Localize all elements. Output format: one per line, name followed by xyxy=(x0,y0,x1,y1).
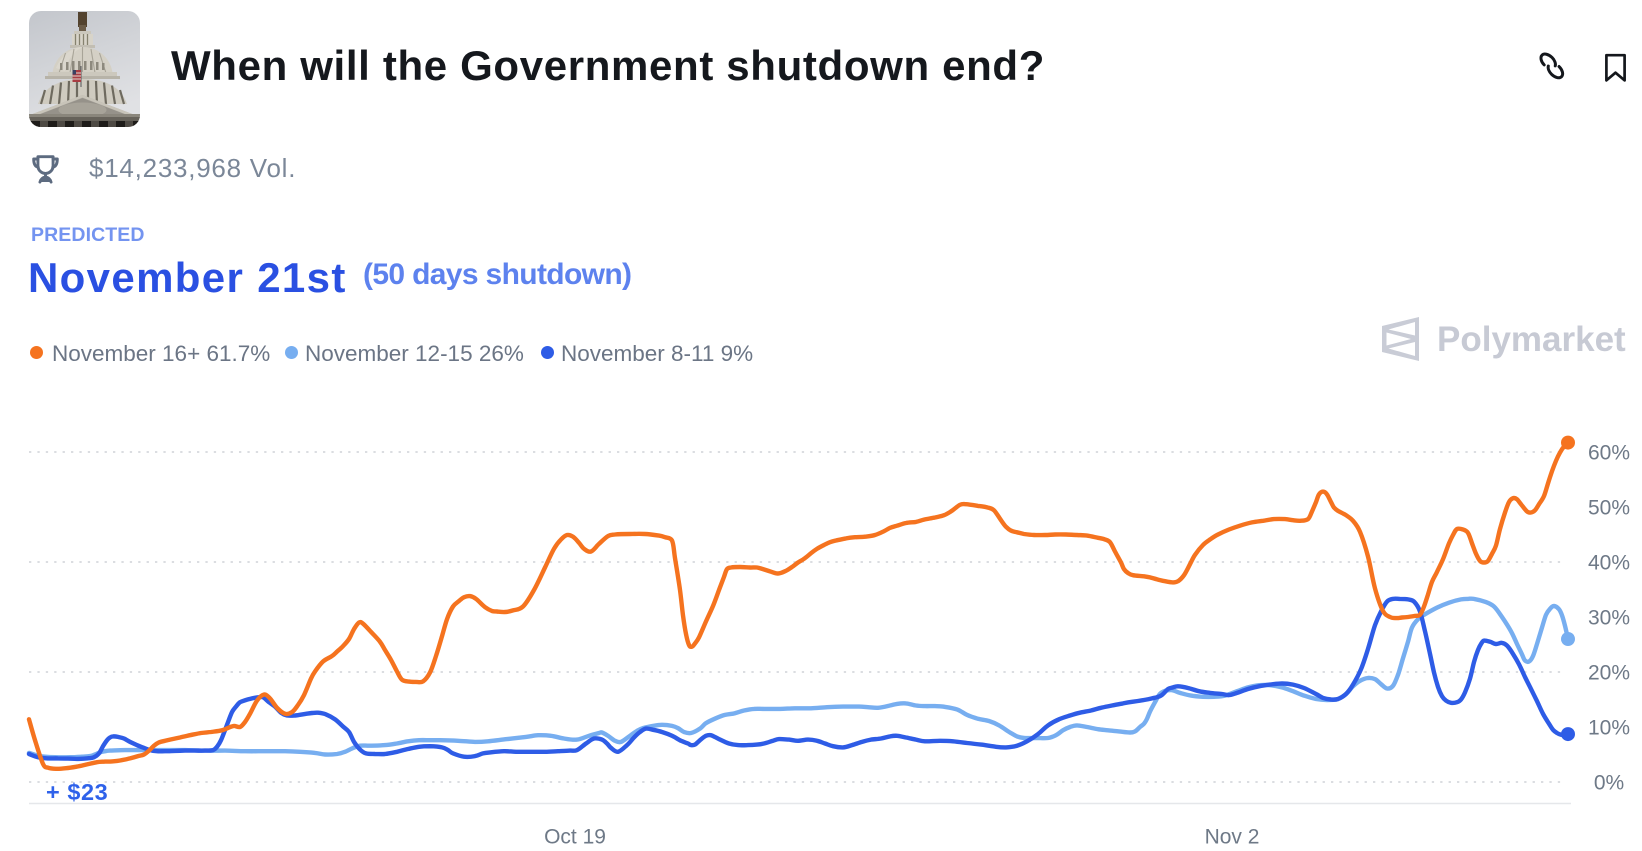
svg-text:Nov 2: Nov 2 xyxy=(1205,826,1260,849)
svg-text:40%: 40% xyxy=(1588,551,1630,574)
svg-text:10%: 10% xyxy=(1588,716,1630,739)
svg-text:Oct 19: Oct 19 xyxy=(544,826,606,849)
svg-text:50%: 50% xyxy=(1588,496,1630,519)
svg-text:0%: 0% xyxy=(1594,771,1624,794)
svg-text:30%: 30% xyxy=(1588,606,1630,629)
svg-text:20%: 20% xyxy=(1588,661,1630,684)
svg-text:60%: 60% xyxy=(1588,441,1630,464)
